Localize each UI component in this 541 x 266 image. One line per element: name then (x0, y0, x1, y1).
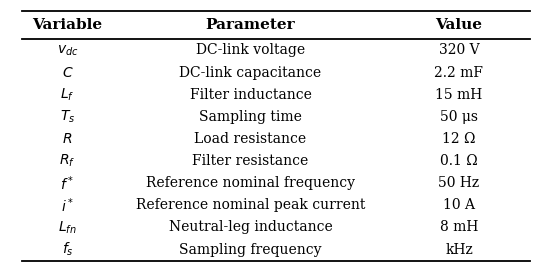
Text: $C$: $C$ (62, 66, 73, 80)
Text: $R_f$: $R_f$ (60, 153, 76, 169)
Text: Reference nominal frequency: Reference nominal frequency (146, 176, 355, 190)
Text: 2.2 mF: 2.2 mF (434, 66, 484, 80)
Text: 50 Hz: 50 Hz (438, 176, 479, 190)
Text: 320 V: 320 V (439, 43, 479, 57)
Text: 15 mH: 15 mH (436, 88, 483, 102)
Text: $f^*$: $f^*$ (60, 174, 75, 193)
Text: kHz: kHz (445, 243, 473, 257)
Text: $T_s$: $T_s$ (60, 109, 75, 125)
Text: Parameter: Parameter (206, 18, 295, 32)
Text: DC-link voltage: DC-link voltage (196, 43, 305, 57)
Text: Sampling frequency: Sampling frequency (179, 243, 322, 257)
Text: $L_{fn}$: $L_{fn}$ (58, 219, 77, 236)
Text: 8 mH: 8 mH (440, 221, 478, 235)
Text: 10 A: 10 A (443, 198, 475, 212)
Text: 12 Ω: 12 Ω (442, 132, 476, 146)
Text: Sampling time: Sampling time (199, 110, 302, 124)
Text: 50 μs: 50 μs (440, 110, 478, 124)
Text: Load resistance: Load resistance (194, 132, 307, 146)
Text: $v_{dc}$: $v_{dc}$ (57, 43, 78, 58)
Text: DC-link capacitance: DC-link capacitance (180, 66, 321, 80)
Text: $f_s$: $f_s$ (62, 241, 73, 258)
Text: $i^*$: $i^*$ (61, 196, 74, 215)
Text: $L_f$: $L_f$ (60, 86, 75, 103)
Text: Filter inductance: Filter inductance (189, 88, 312, 102)
Text: Reference nominal peak current: Reference nominal peak current (136, 198, 365, 212)
Text: 0.1 Ω: 0.1 Ω (440, 154, 478, 168)
Text: Variable: Variable (32, 18, 102, 32)
Text: Value: Value (436, 18, 483, 32)
Text: Neutral-leg inductance: Neutral-leg inductance (169, 221, 332, 235)
Text: Filter resistance: Filter resistance (193, 154, 308, 168)
Text: $R$: $R$ (62, 132, 72, 146)
